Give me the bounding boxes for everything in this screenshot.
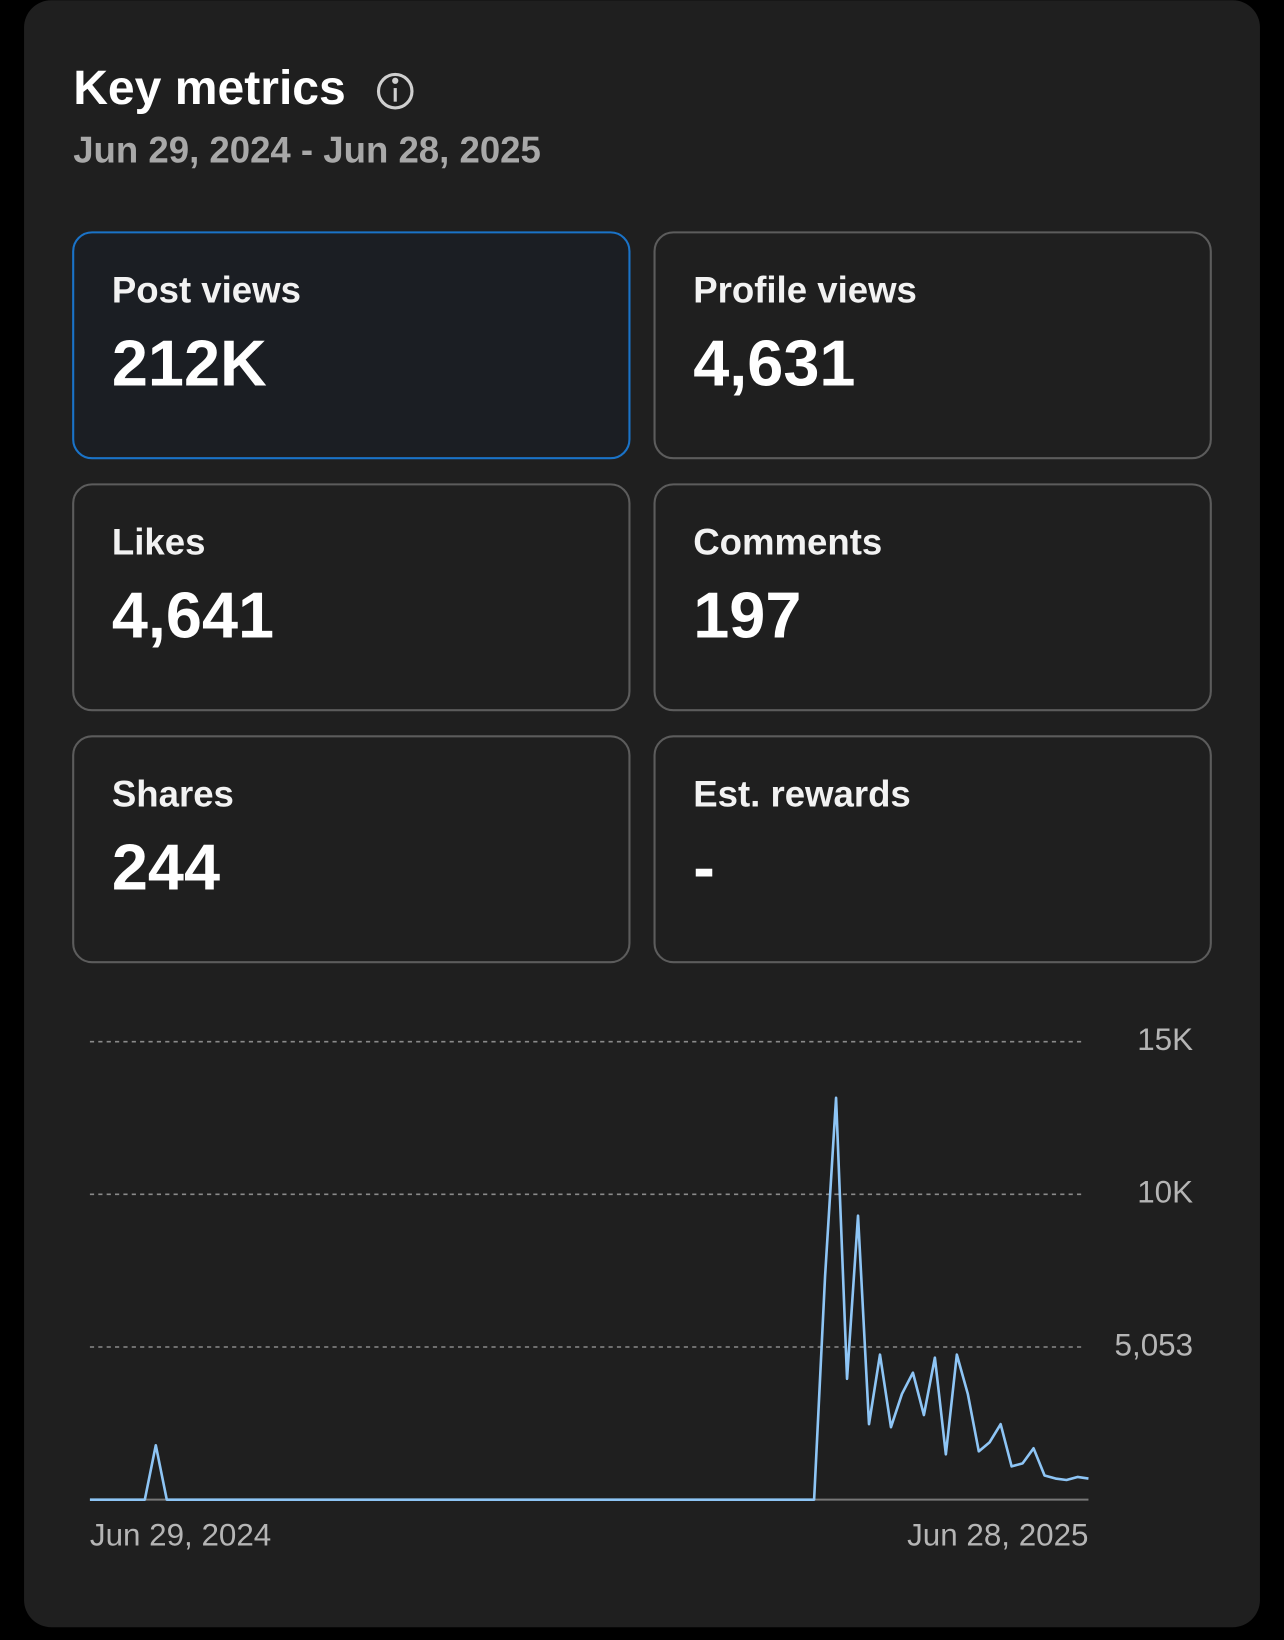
- y-tick-label: 10K: [1137, 1175, 1193, 1210]
- y-tick-label: 5,053: [1115, 1327, 1193, 1362]
- title: Key metrics: [73, 61, 346, 115]
- metric-label: Est. rewards: [693, 774, 911, 815]
- metric-card[interactable]: [653, 735, 1212, 964]
- y-tick-label: 15K: [1137, 1022, 1193, 1057]
- metric-label: Comments: [693, 522, 882, 563]
- metric-card[interactable]: [653, 231, 1212, 460]
- metric-value: 197: [693, 578, 801, 651]
- metric-card[interactable]: [72, 735, 631, 964]
- date-range: Jun 29, 2024 - Jun 28, 2025: [73, 130, 541, 171]
- x-tick-label: Jun 29, 2024: [90, 1518, 271, 1553]
- data-line: [89, 1096, 1089, 1501]
- x-tick-label: Jun 28, 2025: [907, 1518, 1088, 1553]
- metric-card[interactable]: [72, 231, 631, 460]
- metric-value: 4,641: [112, 578, 274, 651]
- metric-value: -: [693, 830, 715, 903]
- metric-value: 244: [112, 830, 220, 903]
- metric-value: 4,631: [693, 326, 855, 399]
- metric-label: Likes: [112, 522, 206, 563]
- metric-label: Post views: [112, 270, 301, 311]
- metric-value: 212K: [112, 326, 267, 399]
- metric-label: Shares: [112, 774, 234, 815]
- metric-label: Profile views: [693, 270, 917, 311]
- metric-card[interactable]: [653, 483, 1212, 712]
- metric-card[interactable]: [72, 483, 631, 712]
- info-icon[interactable]: [376, 72, 414, 110]
